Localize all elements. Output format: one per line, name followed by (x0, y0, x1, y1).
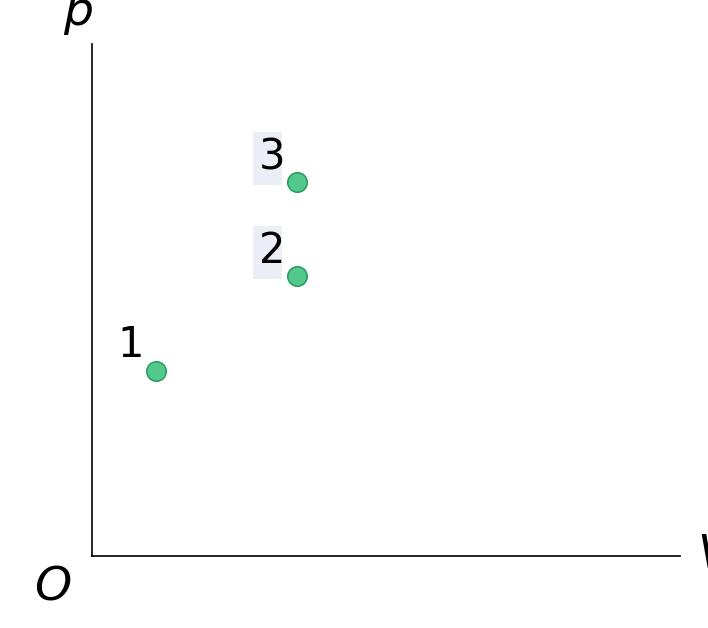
FancyBboxPatch shape (253, 132, 282, 185)
FancyBboxPatch shape (253, 226, 282, 279)
Text: 3: 3 (259, 136, 286, 178)
Text: O: O (35, 565, 72, 610)
Text: 2: 2 (259, 230, 286, 272)
Text: 1: 1 (118, 325, 144, 366)
Text: p: p (63, 0, 93, 35)
Text: V: V (697, 533, 708, 578)
